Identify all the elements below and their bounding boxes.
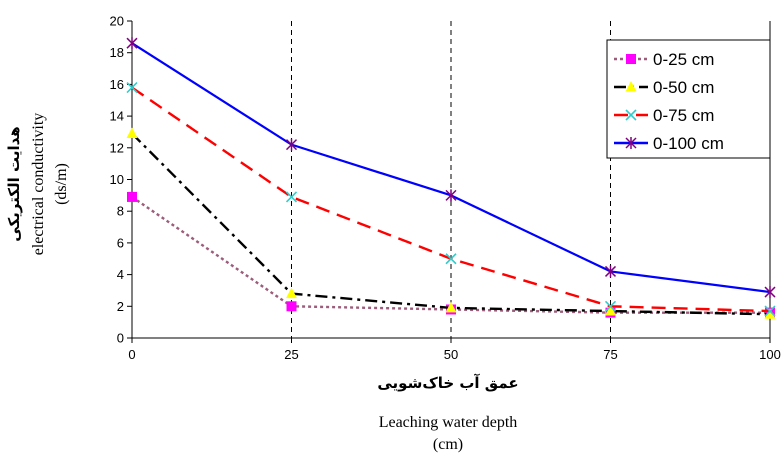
- y-axis-unit: (ds/m): [53, 163, 70, 205]
- legend-label: 0-25 cm: [653, 50, 714, 69]
- data-point-star: [126, 37, 138, 50]
- x-axis-unit: (cm): [433, 436, 463, 453]
- y-tick-label: 0: [117, 331, 124, 346]
- marker-stroke: [764, 305, 776, 317]
- y-tick-label: 2: [117, 299, 124, 314]
- legend-label: 0-50 cm: [653, 78, 714, 97]
- data-point-star: [764, 286, 776, 299]
- data-point-star: [604, 265, 617, 278]
- data-point-triangle: [286, 287, 297, 299]
- x-tick-label: 100: [759, 347, 781, 362]
- series-0-100-cm: [126, 37, 776, 299]
- y-axis-label-fa: هدایت الکتریکی: [5, 126, 23, 241]
- data-point-triangle: [605, 305, 616, 316]
- y-tick-label: 12: [110, 140, 124, 155]
- data-point-x: [625, 109, 637, 121]
- y-axis-ticks: 0 2 4 6 8 10 12 14 16 18 20: [110, 14, 132, 346]
- y-tick-label: 14: [110, 109, 124, 124]
- y-tick-label: 8: [117, 204, 124, 219]
- vertical-gridlines: [291, 21, 611, 338]
- marker-stroke: [285, 191, 298, 203]
- series-0-50-cm: [126, 127, 776, 319]
- data-point-square: [626, 54, 636, 64]
- legend-item: 0-100 cm: [614, 134, 724, 153]
- series-0-75-cm: [126, 82, 776, 317]
- y-tick-label: 6: [117, 235, 124, 250]
- data-point-x: [126, 82, 138, 94]
- data-point-triangle: [445, 301, 457, 313]
- legend-item: 0-75 cm: [614, 106, 714, 125]
- legend-item: 0-25 cm: [614, 50, 714, 69]
- x-axis-label-fa: عمق آب خاک‌شویی: [377, 374, 518, 392]
- y-axis-label-en: electrical conductivity: [30, 113, 47, 256]
- y-tick-label: 10: [110, 172, 124, 187]
- series-line: [131, 195, 770, 314]
- marker-stroke: [445, 253, 457, 265]
- data-point-square: [286, 301, 297, 312]
- legend-item: 0-50 cm: [614, 78, 714, 97]
- data-point-x: [604, 300, 617, 312]
- data-point-x: [285, 191, 298, 203]
- data-point-star: [445, 189, 457, 202]
- x-tick-label: 25: [284, 347, 298, 362]
- legend-label: 0-75 cm: [653, 106, 714, 125]
- data-point-x: [445, 253, 457, 265]
- x-tick-label: 75: [603, 347, 617, 362]
- data-point-star: [285, 138, 298, 151]
- data-point-triangle: [764, 308, 776, 319]
- marker-stroke: [625, 109, 637, 121]
- marker-stroke: [126, 82, 138, 94]
- data-point-square: [127, 191, 137, 202]
- legend: 0-25 cm 0-50 cm 0-75 cm 0-100 cm: [606, 39, 771, 159]
- y-tick-label: 20: [110, 14, 124, 29]
- data-point-star: [625, 137, 637, 149]
- legend-label: 0-100 cm: [653, 134, 724, 153]
- x-tick-label: 50: [444, 347, 458, 362]
- y-tick-label: 16: [110, 77, 124, 92]
- data-point-triangle: [126, 127, 138, 139]
- marker-stroke: [604, 300, 617, 312]
- x-axis-label-en: Leaching water depth: [379, 414, 518, 431]
- y-tick-label: 4: [117, 267, 124, 282]
- data-point-triangle: [625, 81, 637, 92]
- data-point-x: [764, 305, 776, 317]
- y-tick-label: 18: [110, 45, 124, 60]
- x-axis-ticks: 0 25 50 75 100: [128, 338, 781, 362]
- data-series: [126, 37, 776, 319]
- x-tick-label: 0: [128, 347, 135, 362]
